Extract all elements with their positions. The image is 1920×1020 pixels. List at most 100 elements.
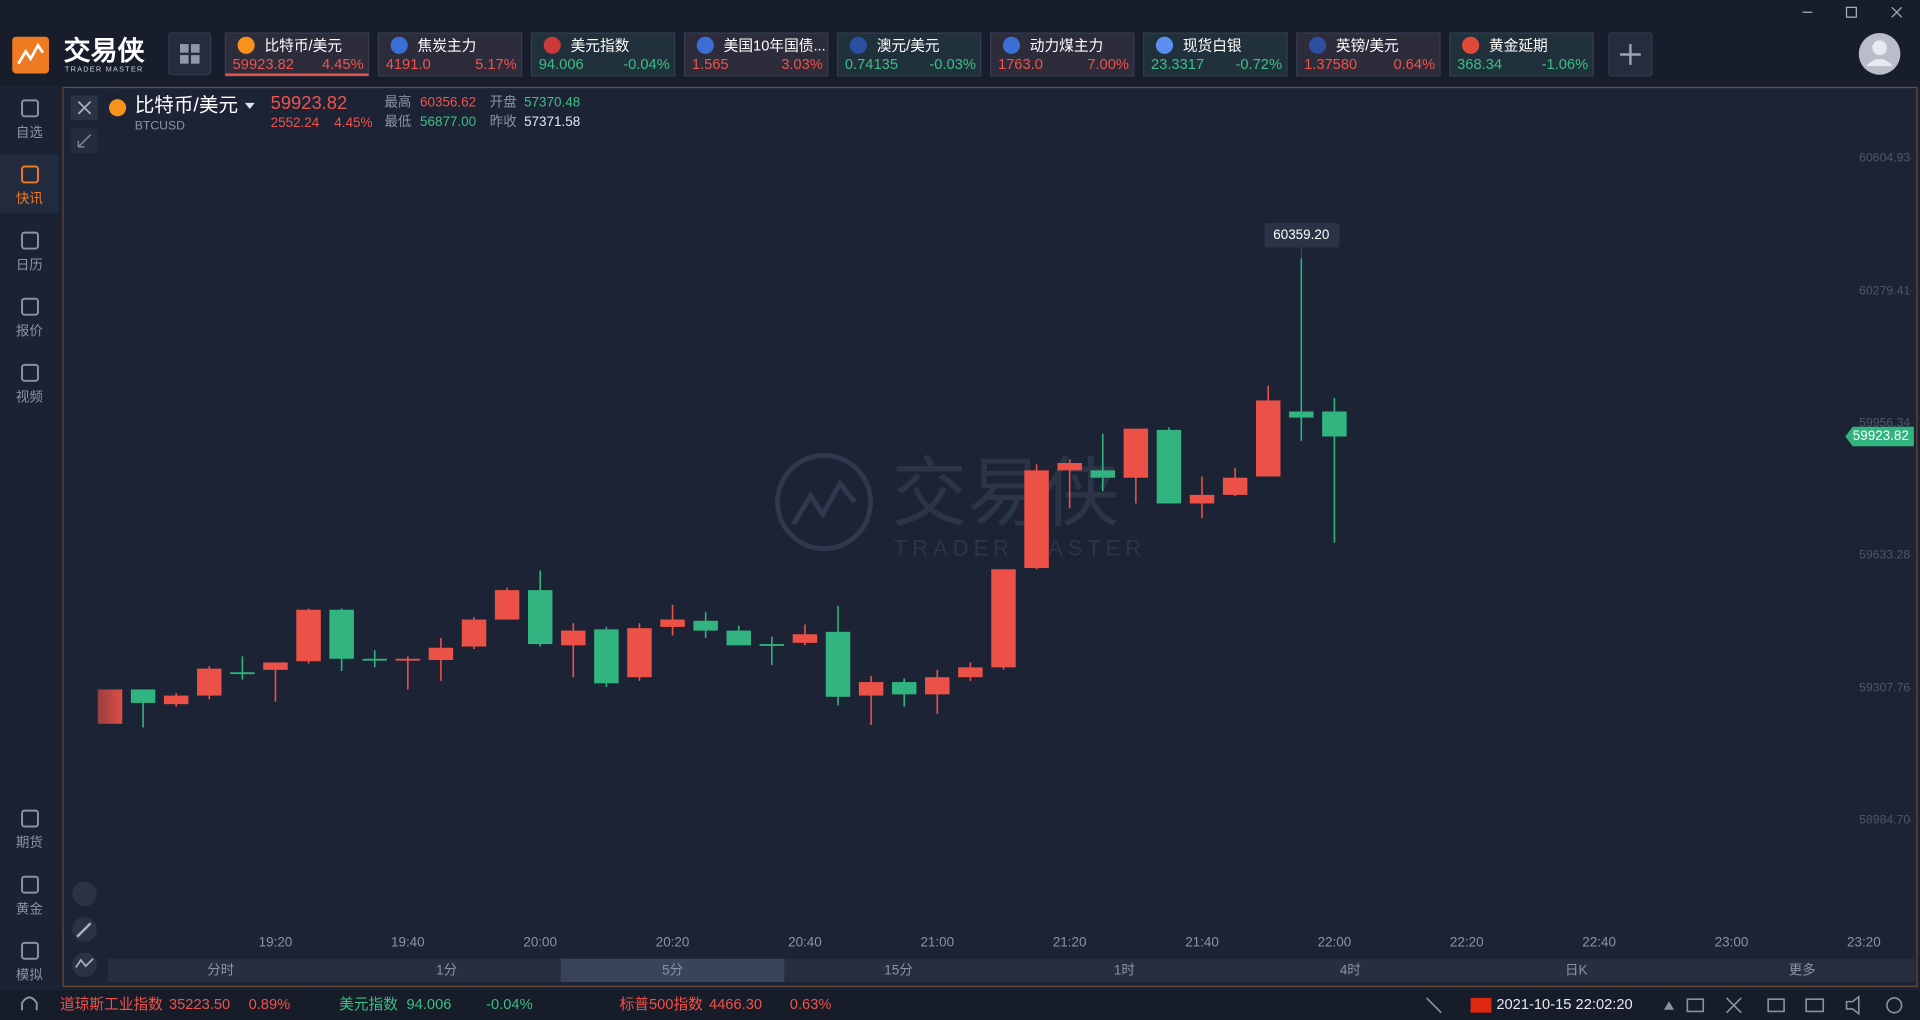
icon-network[interactable] [1425,997,1442,1014]
candle-body [627,628,652,678]
ticker-list: 比特币/美元 59923.82 4.45% 焦炭主力 4191.0 5.17% 美元指数 94… [224,32,1594,77]
period-tab[interactable]: 1分 [436,963,457,978]
x-tick-label: 22:40 [1582,934,1616,949]
last-price-label: 59923.82 [1853,428,1909,443]
period-tab[interactable]: 4时 [1340,963,1361,978]
sidebar-icon[interactable] [21,231,39,250]
chart-panel [62,86,1918,987]
candle-body [230,672,255,675]
ticker-card[interactable] [377,32,523,77]
sidebar [0,85,59,992]
candle-body [726,630,751,646]
ticker-name: 澳元/美元 [877,37,940,54]
sidebar-icon[interactable] [21,941,39,960]
candle-body [759,644,785,646]
sidebar-icon[interactable] [21,875,39,894]
x-tick-label: 21:40 [1185,934,1219,949]
logo-subtext: TRADER MASTER [65,65,144,74]
sidebar-label[interactable]: 模拟 [16,967,43,982]
candle-body [1255,400,1281,477]
period-tab[interactable]: 更多 [1789,962,1816,978]
ticker-name: 英镑/美元 [1336,36,1399,54]
status-quote-change: 0.89% [249,997,291,1013]
ticker-icon [237,36,255,54]
ticker-name: 美国10年国债... [724,37,826,54]
candle-body [1222,477,1248,495]
open-label: 开盘 [490,93,517,109]
icon-camera[interactable] [1805,998,1825,1013]
watermark-mark [791,479,857,526]
high-label: 最高 [384,93,411,109]
ticker-icon [1155,36,1174,54]
period-tab[interactable]: 分时 [207,963,234,978]
candle-body [561,630,586,646]
status-quote-price: 94.006 [407,997,452,1013]
candle-body [163,695,189,705]
support-icon[interactable] [21,996,38,1011]
sidebar-icon[interactable] [21,809,39,828]
logo-icon [12,36,49,74]
icon-tools[interactable] [1725,997,1742,1014]
icon-screen[interactable] [1767,998,1785,1013]
avatar-head [1872,40,1887,56]
watermark-icon [775,453,874,552]
candle-body [1156,429,1182,504]
close-window-button[interactable] [1891,6,1903,18]
indicator-tool[interactable] [72,881,97,907]
sidebar-icon[interactable] [21,165,39,184]
x-tick-label: 22:00 [1318,934,1352,949]
sidebar-label[interactable]: 报价 [16,323,43,338]
ticker-price: 1.37580 [1304,57,1357,73]
candle-body [925,677,950,695]
y-tick-label: 59307.76 [1859,681,1910,695]
icon-settings[interactable] [1886,997,1903,1014]
candle-body [991,569,1016,668]
ticker-name: 焦炭主力 [418,37,477,54]
candle-body [395,658,421,661]
ticker-change: -0.72% [1235,57,1282,73]
prev-close-value: 57371.58 [524,114,580,129]
sidebar-icon[interactable] [21,297,39,316]
instrument-name[interactable]: 比特币/美元 [135,95,238,117]
period-tab[interactable]: 5分 [662,963,683,978]
sidebar-label[interactable]: 期货 [16,834,43,850]
icon-expand[interactable] [1663,1001,1675,1010]
icon-window[interactable] [1686,998,1705,1013]
ticker-price: 4191.0 [386,57,431,73]
period-tab[interactable]: 1时 [1114,963,1135,978]
status-quote-price: 4466.30 [709,997,762,1013]
candle-body [527,590,553,645]
status-quote-name[interactable]: 标普500指数 [620,996,704,1013]
ticker-price: 1763.0 [998,57,1043,73]
status-quote-change: 0.63% [790,997,832,1013]
status-quote-change: -0.04% [486,997,533,1013]
candle-body [891,682,917,695]
last-price-tag [1845,426,1914,447]
sidebar-label[interactable]: 黄金 [16,901,43,916]
maximize-button[interactable] [1845,6,1857,18]
ticker-price: 59923.82 [233,57,294,73]
max-marker-box [1264,223,1340,248]
instrument-symbol: BTCUSD [135,118,185,132]
candle-body [1189,494,1215,504]
icon-sound[interactable] [1845,995,1860,1016]
max-marker-label: 60359.20 [1273,227,1329,242]
ticker-card[interactable] [1143,32,1288,77]
status-quote-name[interactable]: 道琼斯工业指数 [60,996,163,1013]
ticker-change: -0.03% [929,57,976,73]
period-tab[interactable]: 15分 [884,963,912,978]
instrument-change: 2552.24 [271,115,320,130]
sidebar-label[interactable]: 视频 [16,390,43,405]
sidebar-label[interactable]: 快讯 [16,191,43,206]
sidebar-icon[interactable] [21,363,39,382]
layout-button[interactable] [168,32,212,76]
period-tab[interactable]: 日K [1565,963,1587,978]
status-quote-name[interactable]: 美元指数 [339,996,398,1013]
ticker-change: 7.00% [1087,57,1129,73]
sidebar-label[interactable]: 日历 [16,257,43,272]
candle-body [1090,470,1116,478]
instrument-dropdown[interactable] [244,102,255,109]
sidebar-icon[interactable] [21,99,39,118]
sidebar-label[interactable]: 自选 [16,125,43,140]
